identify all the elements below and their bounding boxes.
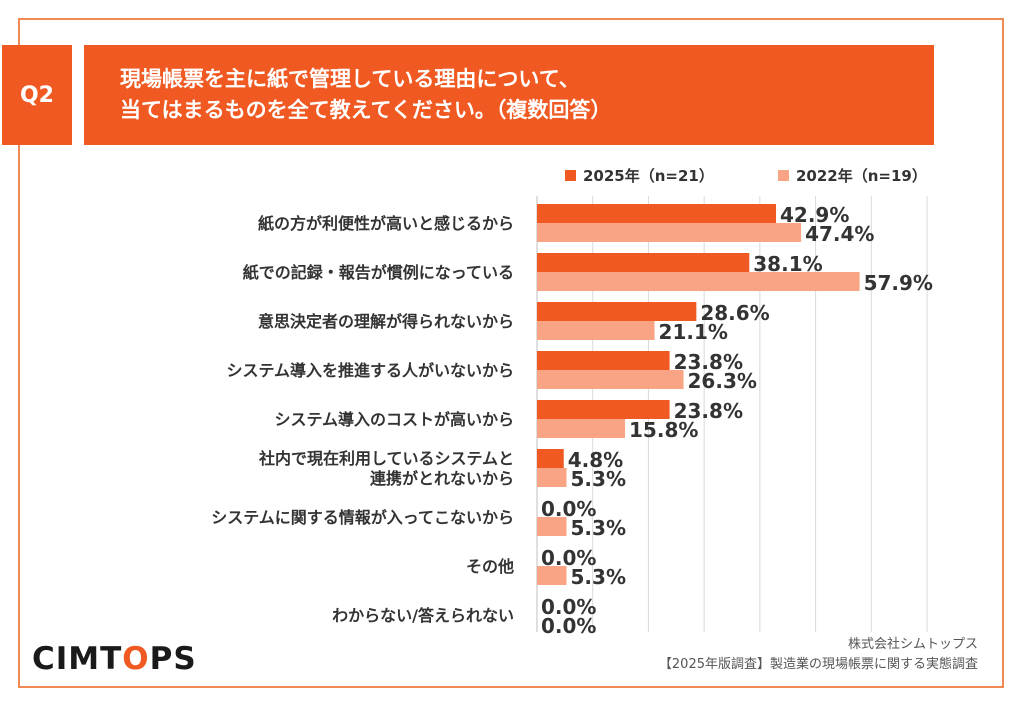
category-label-8: わからない/答えられない <box>332 606 514 625</box>
value-label-2025-3: 23.8% <box>674 350 743 374</box>
category-label-4: システム導入のコストが高いから <box>274 410 514 429</box>
bar-2025-5 <box>537 449 564 468</box>
cimtops-logo: CIMTOPS <box>32 641 197 677</box>
bar-2025-1 <box>537 253 750 272</box>
value-label-2022-5: 5.3% <box>571 467 626 491</box>
question-banner: 現場帳票を主に紙で管理している理由について、 当てはまるものを全て教えてください… <box>84 45 934 145</box>
bar-2022-7 <box>537 566 567 585</box>
bar-2022-0 <box>537 223 802 242</box>
legend-label-2022: 2022年（n=19） <box>796 167 927 185</box>
legend-item-2025: 2025年（n=21） <box>565 165 714 186</box>
bar-2022-3 <box>537 370 684 389</box>
bar-2025-4 <box>537 400 670 419</box>
value-label-2022-4: 15.8% <box>629 418 698 442</box>
value-label-2022-1: 57.9% <box>864 271 933 295</box>
category-label-1: 紙での記録・報告が慣例になっている <box>243 263 514 282</box>
legend-label-2025: 2025年（n=21） <box>583 167 714 185</box>
value-label-2022-0: 47.4% <box>805 222 874 246</box>
value-label-2022-3: 26.3% <box>688 369 757 393</box>
bar-2022-2 <box>537 321 655 340</box>
category-label-7: その他 <box>466 557 514 576</box>
category-label-6: システムに関する情報が入ってこないから <box>211 508 514 527</box>
category-label-5: 社内で現在利用しているシステムと連携がとれないから <box>258 449 514 488</box>
legend-swatch-2025 <box>565 170 576 181</box>
survey-source: 【2025年版調査】製造業の現場帳票に関する実態調査 <box>658 657 978 672</box>
category-label-3: システム導入を推進する人がいないから <box>226 361 514 380</box>
value-label-2022-2: 21.1% <box>659 320 728 344</box>
bar-2025-3 <box>537 351 670 370</box>
company-name: 株式会社シムトップス <box>847 637 978 652</box>
bar-2022-1 <box>537 272 860 291</box>
question-badge: Q2 <box>2 45 72 145</box>
bar-2022-5 <box>537 468 567 487</box>
value-label-2025-5: 4.8% <box>568 448 623 472</box>
value-label-2025-4: 23.8% <box>674 399 743 423</box>
legend-item-2022: 2022年（n=19） <box>778 165 927 186</box>
bar-2022-4 <box>537 419 626 438</box>
category-label-0: 紙の方が利便性が高いと感じるから <box>258 214 514 233</box>
value-label-2025-2: 28.6% <box>700 301 769 325</box>
value-label-2022-7: 5.3% <box>571 565 626 589</box>
legend-swatch-2022 <box>778 170 789 181</box>
bar-2022-6 <box>537 517 567 536</box>
value-label-2022-6: 5.3% <box>571 516 626 540</box>
question-line-2: 当てはまるものを全て教えてください。（複数回答） <box>120 98 612 122</box>
question-line-1: 現場帳票を主に紙で管理している理由について、 <box>120 67 580 91</box>
bar-2025-0 <box>537 204 777 223</box>
category-label-2: 意思決定者の理解が得られないから <box>258 312 514 331</box>
value-label-2025-8: 0.0% <box>541 595 596 619</box>
value-label-2022-8: 0.0% <box>541 614 596 638</box>
bar-2025-2 <box>537 302 697 321</box>
